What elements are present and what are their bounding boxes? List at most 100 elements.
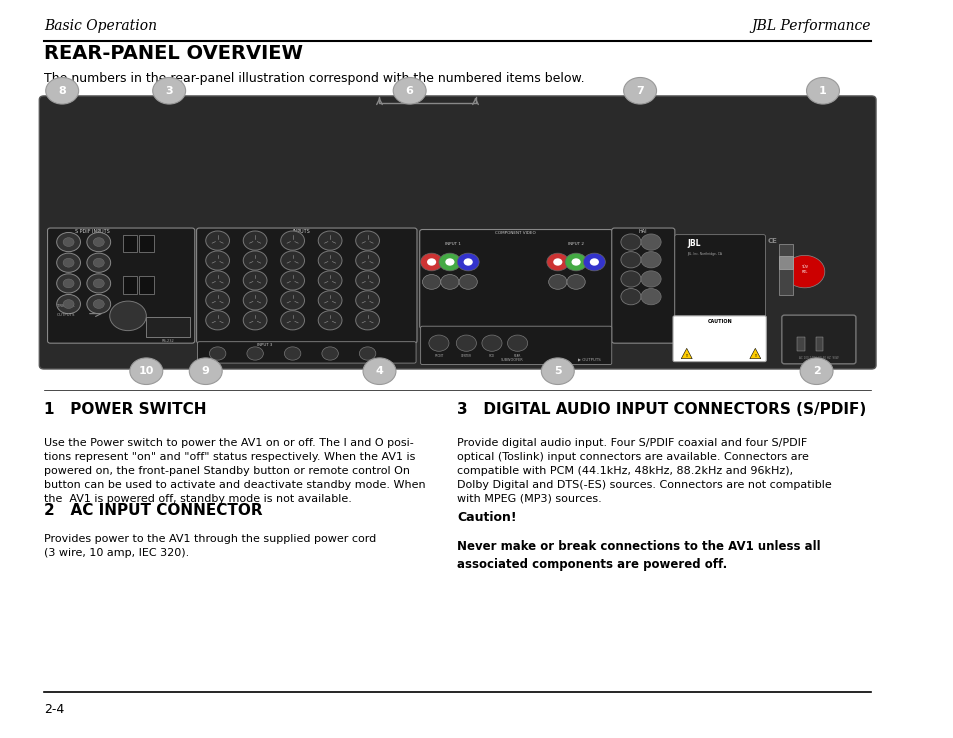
Text: Never make or break connections to the AV1 unless all
associated components are : Never make or break connections to the A… [456,540,820,570]
Text: !: ! [685,354,687,358]
FancyBboxPatch shape [611,228,674,343]
Circle shape [130,358,163,384]
Circle shape [620,271,640,287]
Circle shape [152,77,186,104]
Text: JBL, Inc. Northridge, CA: JBL, Inc. Northridge, CA [687,252,721,256]
Bar [779,244,792,295]
Text: TÜV
RTL: TÜV RTL [801,265,807,274]
Text: OUTPUTS: OUTPUTS [56,313,75,317]
Circle shape [280,231,304,250]
Text: 8: 8 [58,86,66,96]
Circle shape [318,231,341,250]
Bar [139,276,153,294]
Circle shape [571,258,580,266]
Text: Provides power to the AV1 through the supplied power cord
(3 wire, 10 amp, IEC 3: Provides power to the AV1 through the su… [44,534,375,559]
Circle shape [620,252,640,268]
Text: INPUTS: INPUTS [293,229,311,234]
Circle shape [393,77,426,104]
Circle shape [210,347,226,360]
Text: HAI: HAI [638,229,646,234]
Text: REAR-PANEL OVERVIEW: REAR-PANEL OVERVIEW [44,44,302,63]
Circle shape [46,77,78,104]
Circle shape [87,232,111,252]
Text: S PDIF INPUTS: S PDIF INPUTS [75,229,110,234]
Circle shape [456,335,476,351]
Circle shape [805,77,839,104]
Circle shape [546,253,568,271]
Circle shape [206,251,230,270]
Bar [139,235,153,252]
Circle shape [548,275,566,289]
Circle shape [640,289,660,305]
Text: COMPONENT VIDEO: COMPONENT VIDEO [495,231,536,235]
Circle shape [110,301,146,331]
Circle shape [87,294,111,314]
Circle shape [318,311,341,330]
Circle shape [355,231,379,250]
Text: CENTER: CENTER [460,354,472,357]
Circle shape [63,258,74,267]
Text: CAUTION: CAUTION [706,319,731,324]
Circle shape [318,291,341,310]
Text: INPUT 2: INPUT 2 [567,242,583,246]
Circle shape [355,291,379,310]
Bar [779,256,792,269]
FancyBboxPatch shape [196,228,416,343]
Circle shape [93,258,104,267]
Polygon shape [680,348,692,359]
FancyBboxPatch shape [672,316,765,362]
Circle shape [640,271,660,287]
Circle shape [620,289,640,305]
Circle shape [284,347,300,360]
Circle shape [507,335,527,351]
Circle shape [440,275,458,289]
Circle shape [243,291,267,310]
FancyBboxPatch shape [420,326,611,365]
Text: Use the Power switch to power the AV1 on or off. The I and O posi-
tions represe: Use the Power switch to power the AV1 on… [44,438,425,503]
Text: 4: 4 [375,366,383,376]
Text: 9: 9 [202,366,210,376]
Circle shape [589,258,598,266]
Circle shape [280,311,304,330]
Text: RS-232: RS-232 [162,339,174,342]
Text: JBL Performance: JBL Performance [750,19,870,33]
Circle shape [63,300,74,308]
Text: TRIGGER: TRIGGER [56,304,74,308]
Circle shape [445,258,454,266]
Text: INPUT 1: INPUT 1 [444,242,460,246]
Circle shape [206,311,230,330]
Circle shape [93,300,104,308]
Circle shape [640,252,660,268]
Circle shape [583,253,605,271]
Circle shape [87,253,111,272]
Text: 7: 7 [636,86,643,96]
FancyBboxPatch shape [674,235,764,323]
Circle shape [429,335,449,351]
Circle shape [206,291,230,310]
FancyBboxPatch shape [781,315,855,364]
Circle shape [640,234,660,250]
Text: Basic Operation: Basic Operation [44,19,156,33]
Text: SIDE: SIDE [488,354,495,357]
FancyBboxPatch shape [39,96,875,369]
Circle shape [63,279,74,288]
Polygon shape [749,348,760,359]
Bar [122,235,137,252]
Circle shape [355,271,379,290]
Circle shape [56,232,80,252]
Circle shape [280,271,304,290]
Circle shape [456,253,478,271]
Circle shape [243,251,267,270]
Circle shape [420,253,442,271]
Circle shape [427,258,436,266]
Circle shape [355,251,379,270]
FancyBboxPatch shape [48,228,194,343]
Circle shape [422,275,440,289]
Bar [122,276,137,294]
Text: The numbers in the rear-panel illustration correspond with the numbered items be: The numbers in the rear-panel illustrati… [44,72,584,85]
Circle shape [481,335,501,351]
Circle shape [540,358,574,384]
Circle shape [620,234,640,250]
Text: 3: 3 [165,86,172,96]
Bar [146,317,190,337]
